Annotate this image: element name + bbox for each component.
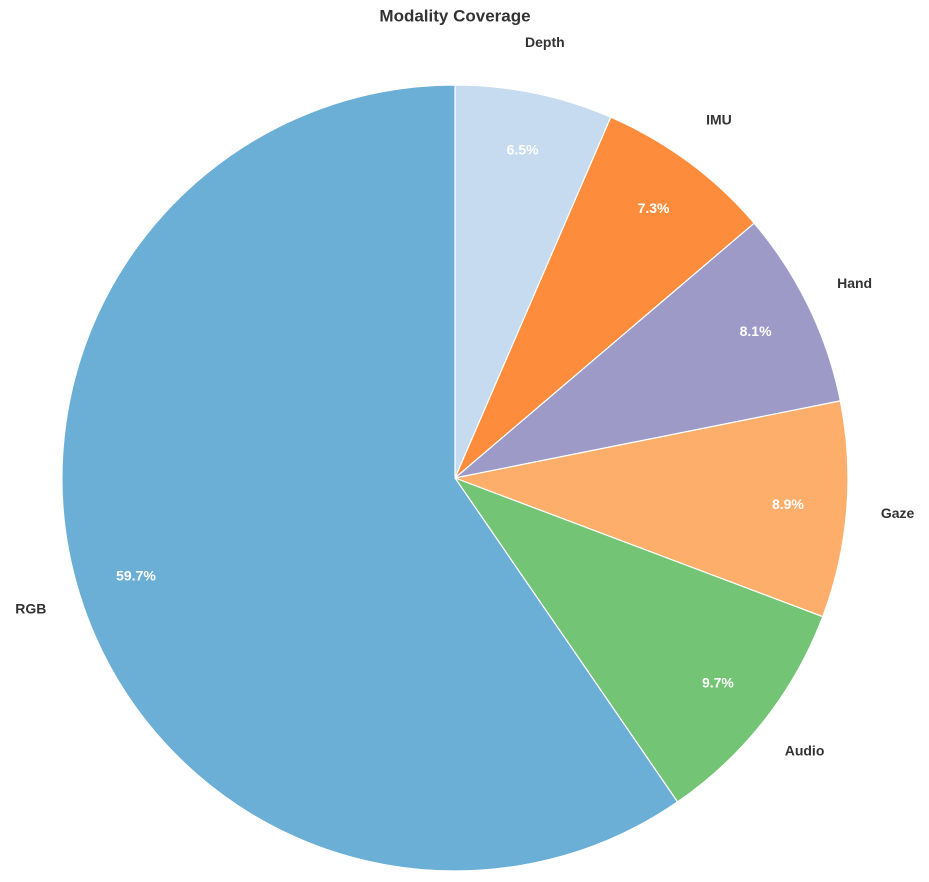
slice-label: Depth bbox=[525, 34, 565, 50]
value-label: 8.1% bbox=[740, 323, 772, 339]
pie-slice bbox=[452, 400, 849, 618]
value-label: 9.7% bbox=[702, 675, 734, 691]
pie-slice bbox=[454, 84, 612, 479]
pie-slice bbox=[61, 84, 679, 872]
pie-slice bbox=[453, 476, 824, 803]
value-label: 6.5% bbox=[507, 142, 539, 158]
slice-label: Hand bbox=[837, 275, 872, 291]
slice-label: IMU bbox=[706, 112, 732, 128]
slice-label: Audio bbox=[785, 743, 825, 759]
slice-label: Gaze bbox=[881, 505, 915, 521]
value-label: 7.3% bbox=[638, 200, 670, 216]
value-label: 8.9% bbox=[772, 496, 804, 512]
slice-label: RGB bbox=[15, 600, 46, 616]
pie-slice bbox=[452, 222, 842, 480]
pie-slice bbox=[454, 116, 756, 479]
value-label: 59.7% bbox=[116, 568, 156, 584]
chart-title: Modality Coverage bbox=[379, 6, 530, 25]
